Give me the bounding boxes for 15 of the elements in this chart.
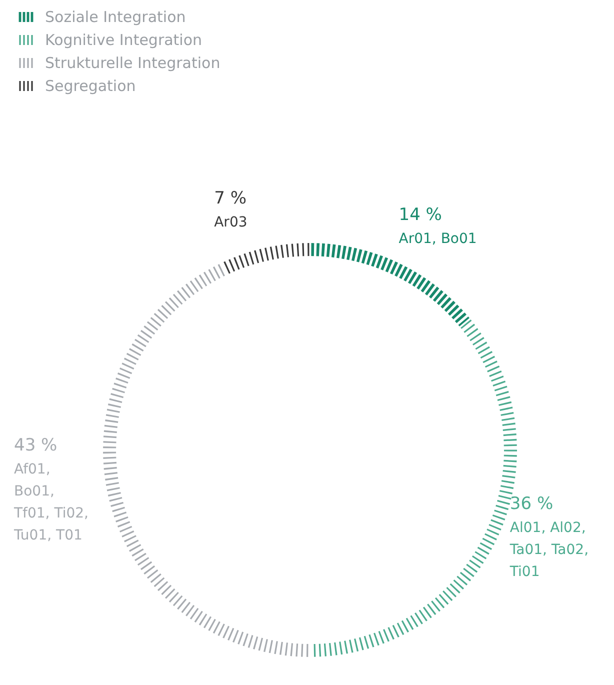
text: Al01, Al02, Ta01, Ta02, Ti01 — [508, 520, 589, 580]
data-label: 7 % — [214, 188, 246, 209]
legend-label: Soziale Integration — [45, 8, 186, 26]
legend-label: Kognitive Integration — [45, 31, 202, 49]
data-label: 36 % — [510, 494, 554, 514]
legend-label: Segregation — [45, 77, 136, 95]
donut-slice — [310, 243, 470, 326]
text: Ar01, Bo01 — [398, 231, 477, 248]
data-label: 43 % — [14, 436, 58, 456]
donut-slice — [103, 262, 310, 657]
legend-label: Strukturelle Integration — [45, 54, 220, 72]
text: Af01, Bo01, Tf01, Ti02, Tu01, T01 — [13, 462, 88, 544]
data-label: 14 % — [398, 205, 442, 226]
text: Ar03 — [214, 214, 248, 231]
donut-slice — [222, 243, 310, 274]
